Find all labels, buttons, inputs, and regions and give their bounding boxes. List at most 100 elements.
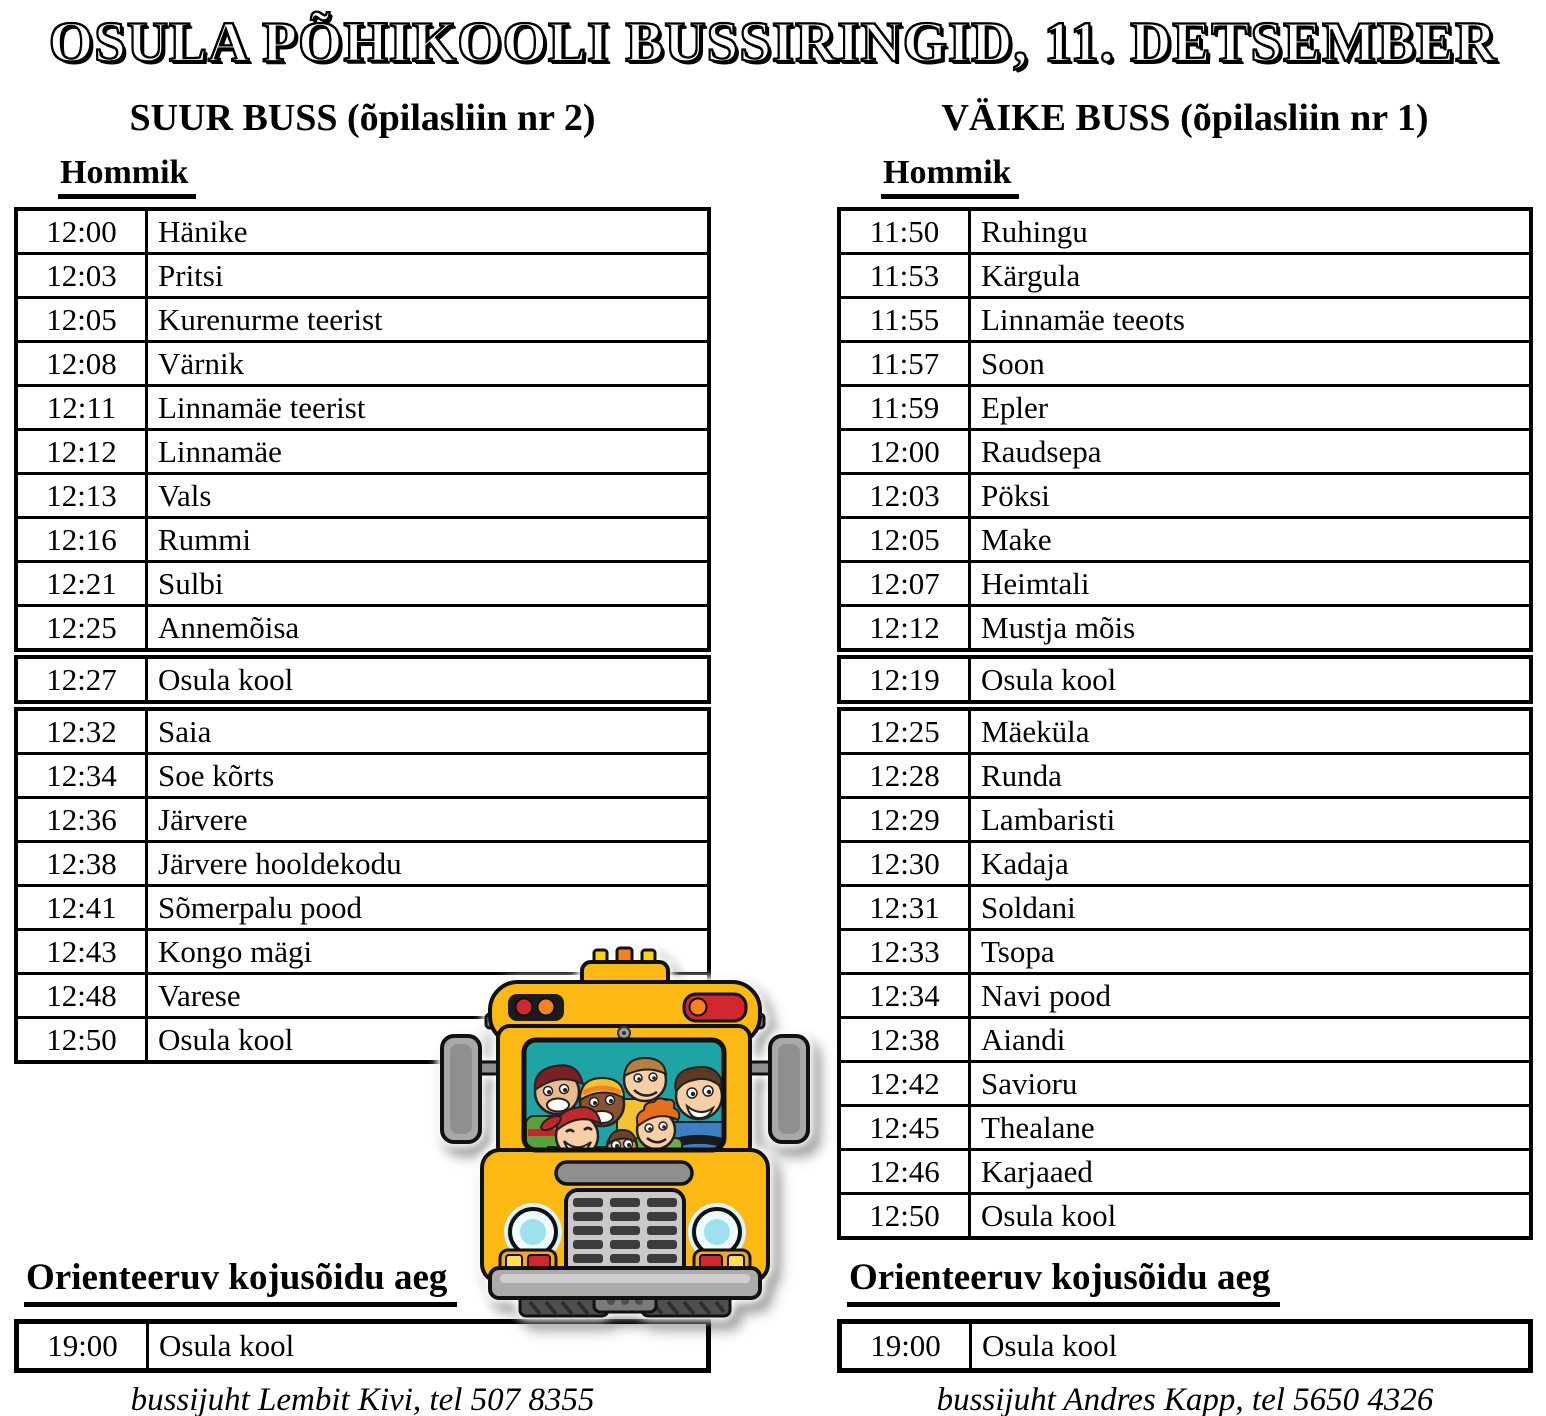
time-cell: 12:36 [18,799,148,840]
small-bus-title: VÄIKE BUSS (õpilasliin nr 1) [941,97,1429,139]
stop-cell: Vals [158,477,212,513]
stop-cell: Varese [158,977,241,1013]
page-title: OSULA PÕHIKOOLI BUSSIRINGID, 11. DETSEMB… [48,10,1498,75]
stop-cell: Osula kool [159,1328,295,1363]
stop-cell: Savioru [981,1065,1078,1101]
big-bus-evening-heading: Orienteeruv kojusõidu aeg [24,1256,458,1307]
stop-cell: Osula kool [981,661,1117,697]
stop-cell: Hänike [158,213,248,249]
stop-cell: Osula kool [982,1328,1118,1363]
headlight-left [504,1203,562,1261]
stop-cell: Epler [981,389,1049,425]
schedule-row: 12:38 Aiandi [841,1016,1529,1060]
stop-cell: Linnamäe [158,433,282,469]
stop-cell: Kärgula [981,257,1081,293]
stop-cell: Saia [158,713,212,749]
time-cell: 12:50 [841,1195,971,1236]
schedule-row: 12:25 Annemõisa [18,604,707,648]
small-bus-morning-label: Hommik [881,154,1020,199]
small-bus-evening-table: 19:00 Osula kool [837,1319,1533,1373]
time-cell: 12:50 [18,1019,148,1060]
stop-cell: Rummi [158,521,252,557]
schedule-row: 12:45 Thealane [841,1104,1529,1148]
stop-cell: Linnamäe teerist [158,389,366,425]
stop-cell: Järvere hooldekodu [158,845,402,881]
stop-cell: Raudsepa [981,433,1102,469]
stop-cell: Karjaaed [981,1153,1093,1189]
time-cell: 12:16 [18,519,148,560]
time-cell: 12:43 [18,931,148,972]
time-cell: 12:46 [841,1151,971,1192]
time-cell: 19:00 [19,1324,149,1368]
stop-cell: Soe kõrts [158,757,275,793]
schedule-row: 12:03 Pritsi [18,252,707,296]
stop-cell: Make [981,521,1052,557]
schedule-row: 11:59 Epler [841,384,1529,428]
time-cell: 12:25 [18,607,148,648]
schedule-row: 12:21 Sulbi [18,560,707,604]
time-cell: 11:53 [841,255,971,296]
time-cell: 12:42 [841,1063,971,1104]
time-cell: 12:03 [18,255,148,296]
schedule-row: 11:55 Linnamäe teeots [841,296,1529,340]
big-bus-morning-table: 12:00 Hänike 12:03 Pritsi 12:05 Kurenurme tee… [14,207,711,1064]
schedule-table-segment: 12:00 Hänike 12:03 Pritsi 12:05 Kurenurme tee… [14,207,711,652]
stop-cell: Navi pood [981,977,1112,1013]
time-cell: 12:00 [841,431,971,472]
schedule-row: 12:08 Värnik [18,340,707,384]
stop-cell: Osula kool [158,1021,294,1057]
schedule-row: 12:19 Osula kool [841,659,1529,700]
schedule-row: 12:46 Karjaaed [841,1148,1529,1192]
time-cell: 12:34 [841,975,971,1016]
schedule-row: 12:27 Osula kool [18,659,707,700]
time-cell: 12:11 [18,387,148,428]
schedule-row: 12:25 Mäeküla [841,711,1529,752]
big-bus-driver-note: bussijuht Lembit Kivi, tel 507 8355 [130,1382,595,1416]
schedule-row: 12:13 Vals [18,472,707,516]
time-cell: 12:12 [841,607,971,648]
small-bus-evening-section: Orienteeruv kojusõidu aeg 19:00 Osula koo… [837,1256,1533,1416]
time-cell: 11:59 [841,387,971,428]
schedule-row: 12:36 Järvere [18,796,707,840]
time-cell: 11:50 [841,211,971,252]
stop-cell: Soldani [981,889,1076,925]
time-cell: 12:07 [841,563,971,604]
time-cell: 12:12 [18,431,148,472]
stop-cell: Järvere [158,801,248,837]
schedule-row: 12:42 Savioru [841,1060,1529,1104]
big-bus-morning-label: Hommik [58,154,197,199]
schedule-row: 12:43 Kongo mägi [18,928,707,972]
time-cell: 19:00 [842,1324,972,1368]
schedule-row: 12:38 Järvere hooldekodu [18,840,707,884]
time-cell: 12:41 [18,887,148,928]
time-cell: 12:03 [841,475,971,516]
time-cell: 12:19 [841,659,971,700]
time-cell: 11:55 [841,299,971,340]
stop-cell: Värnik [158,345,245,381]
stop-cell: Kongo mägi [158,933,313,969]
small-bus-driver-note: bussijuht Andres Kapp, tel 5650 4326 [936,1382,1434,1416]
schedule-row: 19:00 Osula kool [19,1324,706,1368]
time-cell: 12:13 [18,475,148,516]
schedule-row: 12:07 Heimtali [841,560,1529,604]
schedule-row: 12:31 Soldani [841,884,1529,928]
stop-cell: Mustja mõis [981,609,1136,645]
small-bus-column: VÄIKE BUSS (õpilasliin nr 1) Hommik 11:5… [837,96,1533,1240]
time-cell: 12:30 [841,843,971,884]
stop-cell: Ruhingu [981,213,1088,249]
big-bus-evening-section: Orienteeruv kojusõidu aeg 19:00 Osula koo… [14,1256,711,1416]
schedule-row: 12:16 Rummi [18,516,707,560]
big-bus-column: SUUR BUSS (õpilasliin nr 2) Hommik 12:00… [14,96,711,1064]
schedule-row: 12:03 Pöksi [841,472,1529,516]
schedule-row: 12:50 Osula kool [841,1192,1529,1236]
windshield-children [524,1040,724,1150]
schedule-row: 12:50 Osula kool [18,1016,707,1060]
time-cell: 12:00 [18,211,148,252]
schedule-row: 12:41 Sõmerpalu pood [18,884,707,928]
schedule-row: 12:33 Tsopa [841,928,1529,972]
schedule-table-segment: 12:27 Osula kool [14,655,711,704]
schedule-row: 12:00 Raudsepa [841,428,1529,472]
time-cell: 12:45 [841,1107,971,1148]
big-bus-evening-table: 19:00 Osula kool [14,1319,711,1373]
schedule-row: 12:29 Lambaristi [841,796,1529,840]
